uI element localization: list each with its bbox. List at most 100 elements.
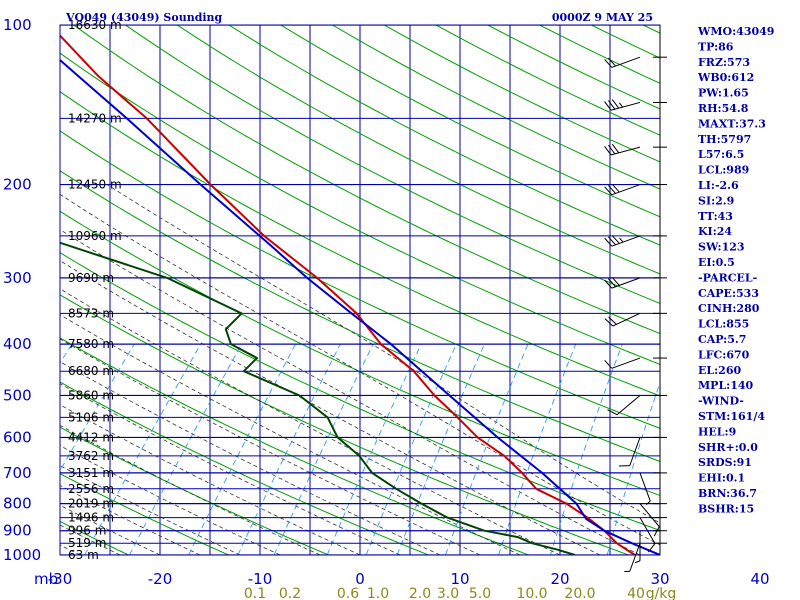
index-entry: HEL:9: [698, 425, 736, 438]
mixing-ratio-label: 3.0: [437, 586, 459, 600]
dry-adiabat: [60, 52, 660, 365]
wind-barb: [618, 437, 641, 467]
temperature-tick-label: 20: [550, 570, 569, 588]
wind-barb: [639, 517, 656, 553]
index-entry: EL:260: [698, 364, 741, 377]
index-entry: SHR+:0.0: [698, 441, 758, 454]
pressure-tick-label: 1000: [3, 546, 41, 564]
index-entry: PW:1.65: [698, 87, 749, 100]
temperature-tick-label: 0: [355, 570, 365, 588]
pressure-tick-label: 400: [3, 335, 32, 353]
index-entry: SW:123: [698, 241, 745, 254]
mixing-ratio-label: 0.6: [337, 586, 359, 600]
axis-labels: 1002003004005006007008009001000mb-80-70-…: [3, 16, 770, 600]
height-labels: 16630 m 14270 m 12450 m 10960 m 9690 m 8573 m…: [68, 18, 122, 562]
wind-barb: [624, 543, 641, 573]
mixing-ratio-label: g/kg: [646, 586, 677, 600]
moist-adiabat: [60, 361, 441, 555]
index-entry: EI:0.5: [698, 256, 735, 269]
temperature-tick-label: 40: [750, 570, 769, 588]
moist-adiabat: [60, 404, 361, 555]
height-label: 519 m: [68, 536, 106, 550]
wind-barb: [604, 183, 641, 196]
index-entry: BSHR:15: [698, 502, 754, 515]
moist-adiabat: [60, 424, 321, 555]
height-label: 5860 m: [68, 389, 114, 403]
wind-barb: [639, 472, 651, 506]
height-label: 2019 m: [68, 497, 114, 511]
dry-adiabat: [60, 210, 660, 497]
index-entry: -WIND-: [698, 395, 744, 408]
index-entry: TH:5797: [698, 133, 751, 146]
mixing-ratio-line: [549, 343, 623, 555]
pressure-unit-label: mb: [34, 570, 58, 588]
wind-barb: [604, 312, 641, 327]
temperature-line: [60, 34, 636, 555]
mixing-ratio-line: [129, 343, 242, 555]
wind-barb: [604, 143, 641, 156]
pressure-tick-label: 200: [3, 176, 32, 194]
height-label: 12450 m: [68, 178, 122, 192]
mixing-ratio-label: 1.0: [367, 586, 389, 600]
index-entry: TT:43: [698, 210, 733, 223]
temperature-tick-label: -20: [148, 570, 173, 588]
index-entry: WMO:43049: [697, 25, 774, 38]
height-label: 8573 m: [68, 306, 114, 320]
dry-adiabat: [772, 13, 800, 555]
index-entry: WB0:612: [697, 71, 754, 84]
wind-barb: [604, 357, 641, 369]
wind-profile: [604, 25, 667, 573]
temperature-tick-label: 10: [450, 570, 469, 588]
pressure-tick-label: 500: [3, 387, 32, 405]
pressure-tick-label: 600: [3, 428, 32, 446]
background-lines: [60, 13, 800, 555]
index-entry: CAP:5.7: [698, 333, 746, 346]
index-entry: LCL:855: [698, 318, 749, 331]
sounding-time: 0000Z 9 MAY 25: [552, 11, 653, 24]
index-entry: -PARCEL-: [698, 271, 757, 284]
index-entry: L57:6.5: [698, 148, 744, 161]
profiles: [60, 34, 660, 555]
pressure-tick-label: 300: [3, 269, 32, 287]
dry-adiabat: [124, 25, 660, 305]
mixing-ratio-label: 2.0: [409, 586, 431, 600]
index-entry: CINH:280: [698, 302, 760, 315]
height-label: 9690 m: [68, 271, 114, 285]
index-entry: SRDS:91: [698, 456, 752, 469]
mixing-ratio-label: 20.0: [564, 586, 595, 600]
mixing-ratio-line: [326, 343, 422, 555]
index-entry: RH:54.8: [698, 102, 749, 115]
station-title: VQ049 (43049) Sounding: [65, 11, 223, 24]
index-entry: KI:24: [698, 225, 732, 238]
height-label: 7580 m: [68, 337, 114, 351]
height-label: 1496 m: [68, 511, 114, 525]
height-label: 6680 m: [68, 364, 114, 378]
height-label: 16630 m: [68, 18, 122, 32]
dry-adiabat: [227, 25, 660, 246]
index-entry: LFC:670: [698, 348, 750, 361]
dry-adiabat: [60, 426, 329, 555]
dewpoint-line: [60, 241, 576, 555]
height-label: 2556 m: [68, 482, 114, 496]
index-entry: TP:86: [698, 40, 734, 53]
indices-panel: WMO:43049 TP:86 FRZ:573 WB0:612 PW:1.65 RH:54…: [697, 25, 774, 515]
index-entry: EHI:0.1: [698, 472, 745, 485]
mixing-ratio-label: 5.0: [469, 586, 491, 600]
index-entry: CAPE:533: [698, 287, 759, 300]
wind-barb: [604, 56, 641, 68]
mixing-ratio-label: 0.1: [244, 586, 266, 600]
height-label: 14270 m: [68, 111, 122, 125]
height-label: 10960 m: [68, 229, 122, 243]
mixing-ratio-label: 40: [627, 586, 645, 600]
dry-adiabat: [538, 25, 660, 84]
dry-adiabat: [176, 25, 660, 275]
index-entry: FRZ:573: [698, 56, 750, 69]
dry-adiabat: [72, 25, 660, 335]
dry-adiabat: [60, 91, 660, 397]
height-label: 996 m: [68, 524, 106, 538]
height-label: 3151 m: [68, 466, 114, 480]
index-entry: LCL:989: [698, 164, 749, 177]
temperature-tick-label: -30: [48, 570, 73, 588]
index-entry: LI:-2.6: [698, 179, 739, 192]
